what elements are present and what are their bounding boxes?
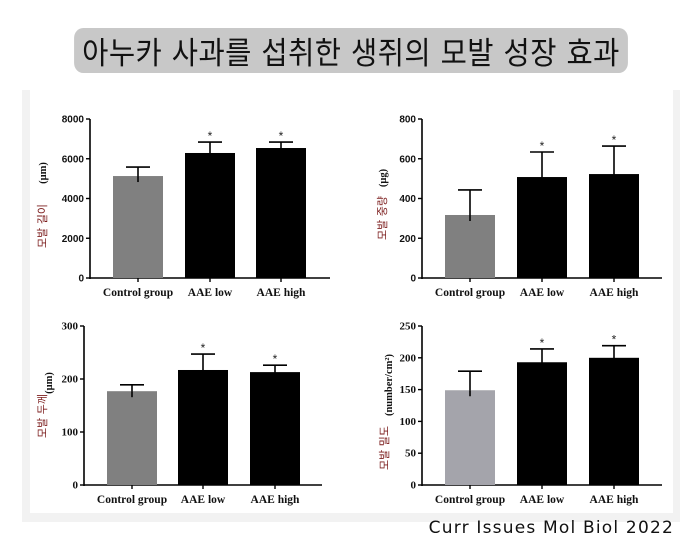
bar-aae-high xyxy=(250,372,300,485)
significance-star: * xyxy=(540,139,545,153)
y-tick-label: 0 xyxy=(78,274,84,285)
y-tick-label: 200 xyxy=(399,234,416,245)
significance-star: * xyxy=(612,133,617,147)
x-category-label: Control group xyxy=(97,494,167,506)
x-category-label: Control group xyxy=(435,287,505,299)
significance-star: * xyxy=(540,336,545,350)
significance-star: * xyxy=(279,129,284,143)
x-category-label: AAE high xyxy=(590,494,639,506)
y-tick-label: 50 xyxy=(405,448,417,460)
x-category-label: AAE high xyxy=(257,287,306,299)
y-tick-label: 100 xyxy=(400,416,417,428)
bar-aae-high xyxy=(589,357,639,485)
x-category-label: AAE low xyxy=(181,494,226,506)
bar-aae-low xyxy=(517,177,567,278)
y-tick-label: 0 xyxy=(73,480,79,492)
y-tick-label: 4000 xyxy=(62,194,85,205)
y-axis-label: 모발 밀도 xyxy=(378,426,391,470)
x-category-label: Control group xyxy=(435,494,505,506)
x-category-label: Control group xyxy=(103,287,173,299)
y-axis-label: 모발 두께 xyxy=(36,394,49,438)
y-axis-label: 모발 중량 xyxy=(376,196,389,240)
y-tick-label: 150 xyxy=(400,384,417,396)
bar-aae-low xyxy=(517,362,567,485)
significance-star: * xyxy=(273,352,278,366)
y-tick-label: 300 xyxy=(62,321,79,333)
page-title: 아누카 사과를 섭취한 생쥐의 모발 성장 효과 xyxy=(74,28,628,73)
y-tick-label: 0 xyxy=(410,274,416,285)
y-tick-label: 2000 xyxy=(62,234,85,245)
significance-star: * xyxy=(208,129,213,143)
y-tick-label: 800 xyxy=(399,115,416,126)
x-category-label: AAE high xyxy=(590,287,639,299)
x-category-label: AAE high xyxy=(251,494,300,506)
y-tick-label: 600 xyxy=(399,154,416,165)
y-axis-label: 모발 길이 xyxy=(36,204,49,248)
x-category-label: AAE low xyxy=(520,287,565,299)
significance-star: * xyxy=(612,333,617,347)
x-category-label: AAE low xyxy=(188,287,233,299)
y-tick-label: 0 xyxy=(411,480,417,492)
bar-aae-high xyxy=(589,174,639,278)
bar-control-group xyxy=(107,391,157,485)
bar-aae-low xyxy=(178,369,228,485)
y-axis-unit: (number/cm²) xyxy=(384,353,395,416)
significance-star: * xyxy=(201,341,206,355)
y-tick-label: 200 xyxy=(400,352,417,364)
y-tick-label: 8000 xyxy=(62,115,85,126)
bar-aae-high xyxy=(256,148,306,278)
y-tick-label: 100 xyxy=(62,427,79,439)
bar-control-group xyxy=(445,214,495,278)
y-tick-label: 6000 xyxy=(62,154,85,165)
y-tick-label: 250 xyxy=(400,321,417,333)
bar-control-group xyxy=(113,176,163,278)
y-tick-label: 400 xyxy=(399,194,416,205)
bar-aae-low xyxy=(185,152,235,278)
bar-control-group xyxy=(445,390,495,485)
y-axis-unit: (μm) xyxy=(38,162,49,184)
y-axis-unit: (μm) xyxy=(44,372,55,394)
citation: Curr Issues Mol Biol 2022 xyxy=(428,518,674,538)
y-tick-label: 200 xyxy=(62,374,79,386)
y-axis-unit: (μg) xyxy=(378,168,389,187)
x-category-label: AAE low xyxy=(520,494,565,506)
